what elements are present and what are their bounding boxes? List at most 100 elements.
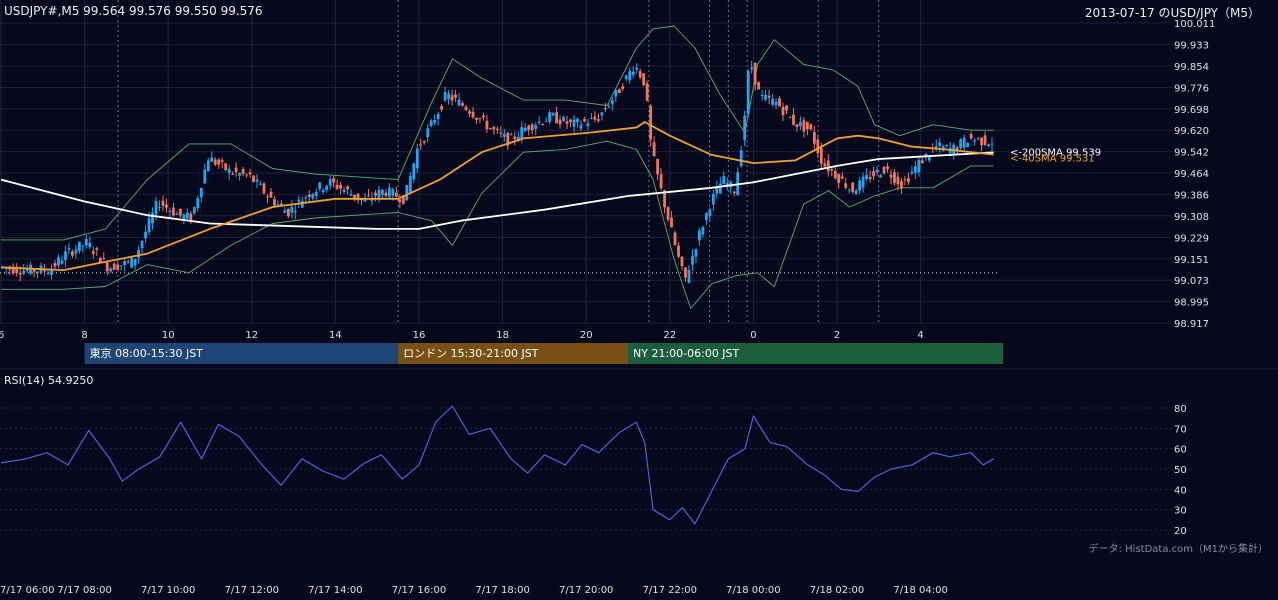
candle-up	[572, 119, 576, 127]
candle-down	[670, 217, 673, 228]
session-block	[628, 343, 1003, 364]
candle-down	[778, 98, 781, 107]
candle-down	[882, 166, 886, 174]
candle-down	[666, 207, 670, 220]
candle-up	[81, 245, 85, 247]
hour-tick-label: 14	[329, 330, 342, 341]
candle-down	[757, 82, 761, 90]
candle-up	[502, 133, 506, 137]
candle-up	[628, 71, 632, 81]
candle-down	[886, 166, 889, 169]
time-tick-label: 7/17 06:00	[0, 585, 54, 596]
candle-down	[506, 132, 510, 146]
candle-down	[673, 232, 677, 245]
candle-up	[548, 112, 552, 122]
candle-down	[356, 193, 360, 201]
price-tick-label: 98.995	[1174, 298, 1209, 309]
sma-200sma-line	[0, 151, 994, 230]
candle-down	[900, 181, 903, 189]
candle-down	[98, 257, 102, 264]
price-axis: 100.011 99.933 99.854 99.776 99.698 99.620 99.…	[1174, 19, 1215, 330]
candle-up	[938, 142, 942, 147]
candle-down	[234, 167, 238, 172]
candle-down	[224, 163, 228, 171]
candle-up	[304, 197, 308, 199]
candle-up	[927, 155, 931, 161]
candle-down	[307, 194, 311, 197]
candle-up	[137, 249, 140, 258]
candle-down	[273, 199, 276, 206]
time-tick-label: 7/17 22:00	[643, 585, 697, 596]
candle-up	[562, 116, 565, 121]
hour-tick-label: 8	[81, 330, 87, 341]
candle-down	[819, 147, 823, 164]
candle-up	[140, 240, 144, 249]
candle-up	[300, 201, 304, 208]
bollinger-bb-upper-line	[1, 25, 994, 241]
candle-down	[353, 194, 356, 199]
hour-axis: 6 8 10 12 14 16 18 20 22 0 2 4	[0, 330, 924, 341]
candle-down	[112, 263, 116, 270]
candle-down	[471, 111, 475, 118]
candle-down	[889, 174, 893, 178]
rsi-tick-label: 30	[1174, 506, 1187, 517]
candle-up	[635, 67, 639, 70]
candle-down	[680, 256, 684, 267]
candle-down	[558, 119, 562, 125]
candle-up	[199, 187, 203, 198]
candle-up	[760, 95, 764, 97]
price-tick-label: 99.620	[1174, 126, 1209, 137]
hour-tick-label: 0	[750, 330, 756, 341]
candle-up	[934, 145, 938, 148]
candle-up	[377, 189, 381, 199]
candle-down	[461, 103, 464, 106]
candle-down	[617, 89, 621, 94]
candle-up	[433, 120, 437, 123]
candle-up	[774, 101, 778, 106]
candle-down	[126, 261, 130, 263]
candle-up	[917, 159, 921, 173]
rsi-label: RSI(14) 54.9250	[4, 374, 94, 387]
candle-up	[534, 125, 538, 129]
hour-tick-label: 20	[580, 330, 593, 341]
candle-up	[544, 121, 548, 123]
session-bar: 東京 08:00-15:30 JST ロンドン 15:30-21:00 JST NY…	[0, 343, 1278, 370]
candle-up	[708, 209, 712, 216]
candle-down	[478, 118, 482, 120]
candle-down	[401, 195, 405, 204]
candle-down	[245, 174, 248, 176]
candle-down	[872, 171, 875, 177]
candle-down	[15, 266, 19, 273]
candle-down	[489, 128, 492, 130]
bollinger-bands	[1, 25, 994, 309]
price-tick-label: 99.386	[1174, 190, 1209, 201]
candle-up	[858, 180, 862, 191]
candle-down	[71, 251, 74, 256]
price-tick-label: 100.011	[1174, 19, 1215, 30]
candle-up	[509, 134, 513, 136]
candle-down	[896, 176, 900, 185]
candle-up	[196, 198, 200, 209]
candle-up	[147, 218, 151, 233]
time-tick-label: 7/17 16:00	[392, 585, 446, 596]
candle-up	[865, 174, 869, 180]
candle-up	[426, 128, 430, 138]
candle-up	[192, 207, 196, 214]
rsi-line	[0, 405, 995, 525]
candle-up	[976, 138, 980, 140]
candle-down	[649, 105, 653, 140]
candle-up	[405, 185, 409, 201]
candle-down	[172, 207, 175, 216]
candle-up	[691, 255, 694, 265]
candle-down	[384, 192, 388, 196]
candle-down	[398, 199, 402, 203]
rsi-tick-label: 80	[1174, 404, 1187, 415]
candle-down	[485, 120, 489, 130]
candle-up	[283, 210, 287, 213]
candle-down	[555, 112, 558, 124]
candle-down	[684, 267, 687, 278]
candle-down	[116, 264, 120, 270]
candle-up	[854, 190, 858, 195]
candle-up	[84, 238, 88, 246]
candle-up	[74, 249, 78, 254]
